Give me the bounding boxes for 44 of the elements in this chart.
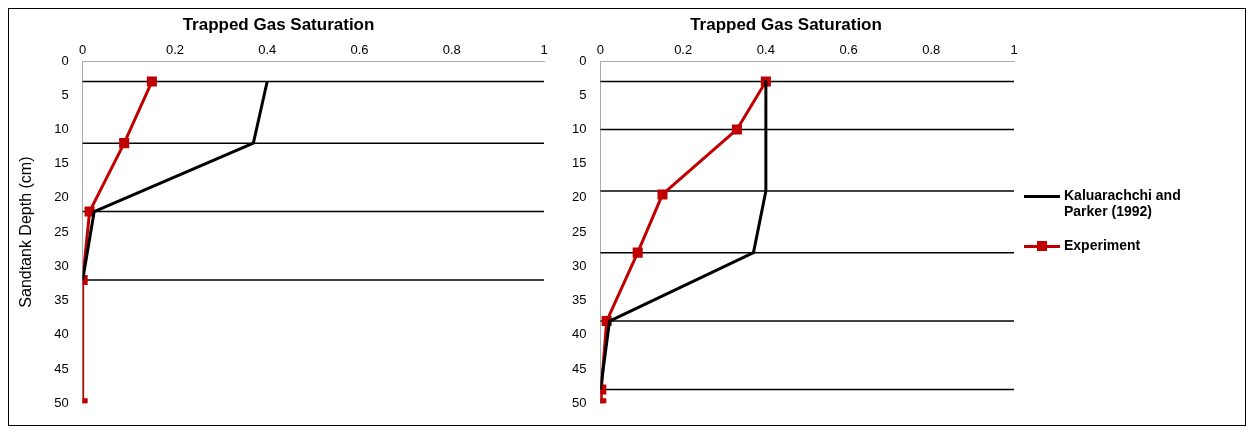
point: [632, 247, 643, 258]
y-tick-label: 15: [54, 155, 69, 171]
chart-title: Trapped Gas Saturation: [182, 14, 375, 34]
y-tick-label: 15: [571, 155, 587, 171]
y-tick-label: 5: [61, 86, 69, 102]
x-tick-label: 0: [79, 41, 87, 57]
x-tick-label: 0.4: [258, 41, 277, 57]
y-tick-label: 35: [571, 292, 587, 308]
y-tick-label: 30: [54, 257, 69, 273]
y-tick-label: 20: [54, 189, 69, 205]
x-tick-label: 0.8: [442, 41, 461, 57]
y-tick-label: 0: [579, 52, 587, 68]
y-tick-label: 5: [579, 86, 587, 102]
y-tick-label: 10: [571, 121, 587, 137]
chart-title: Trapped Gas Saturation: [690, 14, 882, 34]
x-tick-label: 0.2: [165, 41, 184, 57]
y-tick-label: 45: [54, 360, 69, 376]
point: [731, 124, 742, 135]
legend-label: Experiment: [1064, 237, 1141, 253]
y-tick-label: 10: [54, 121, 69, 137]
y-axis-title: Sandtank Depth (cm): [17, 156, 35, 308]
point: [657, 189, 668, 200]
y-tick-label: 0: [61, 52, 69, 68]
y-tick-label: 35: [54, 292, 69, 308]
point: [119, 138, 130, 149]
y-tick-label: 30: [571, 257, 587, 273]
y-tick-label: 40: [571, 326, 587, 342]
x-tick-label: 1: [540, 41, 548, 57]
x-tick-label: 0.4: [756, 41, 775, 57]
y-tick-label: 50: [54, 394, 69, 410]
legend-label: Kaluarachchi and Parker (1992): [1064, 187, 1182, 219]
x-tick-label: 0.8: [922, 41, 941, 57]
point: [146, 76, 157, 87]
x-tick-label: 0: [596, 41, 605, 57]
y-tick-label: 25: [54, 223, 69, 239]
x-tick-label: 0.6: [839, 41, 858, 57]
y-tick-label: 45: [571, 360, 587, 376]
x-tick-label: 1: [1010, 41, 1018, 57]
x-tick-label: 0.2: [674, 41, 693, 57]
x-tick-label: 0.6: [350, 41, 369, 57]
y-tick-label: 50: [571, 394, 587, 410]
y-tick-label: 40: [54, 326, 69, 342]
y-tick-label: 25: [571, 223, 587, 239]
y-tick-label: 20: [571, 189, 587, 205]
